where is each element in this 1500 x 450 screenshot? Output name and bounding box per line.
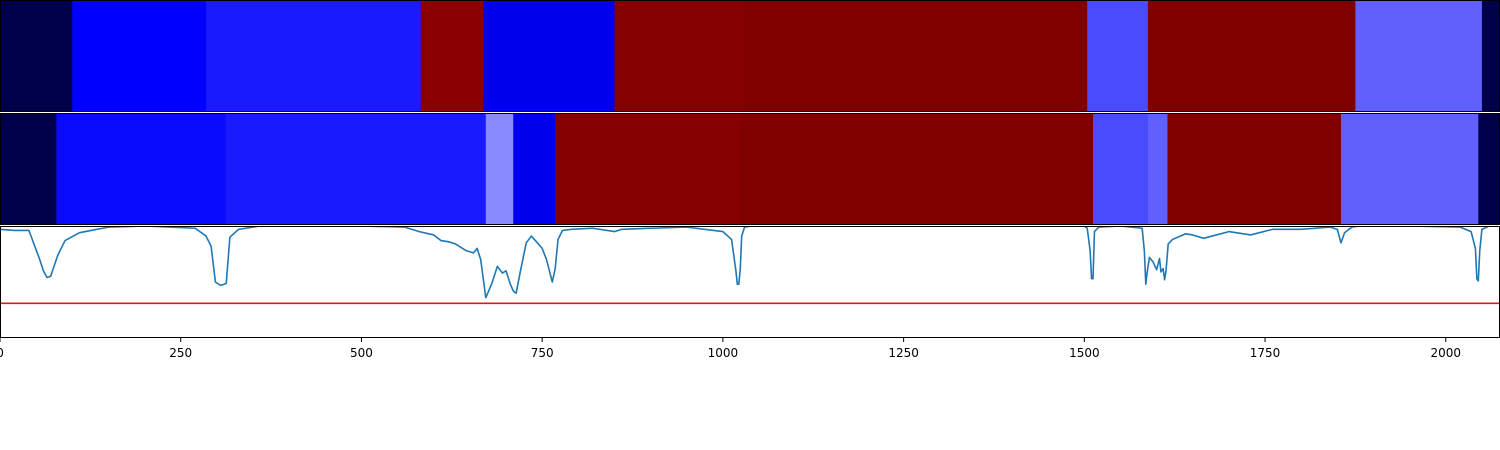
line-panel xyxy=(0,226,1500,338)
heatmap-row-1-segment xyxy=(0,0,73,112)
x-tick-label: 2000 xyxy=(1431,346,1462,360)
heatmap-row-2 xyxy=(0,113,1500,225)
x-tick-label: 750 xyxy=(531,346,554,360)
x-tick-label: 500 xyxy=(350,346,373,360)
heatmap-row-1-segment xyxy=(72,0,207,112)
heatmap-row-1-segment xyxy=(420,0,485,112)
x-tick-label: 0 xyxy=(0,346,4,360)
heatmap-row-2-segment xyxy=(485,113,514,225)
x-tick-label: 250 xyxy=(169,346,192,360)
heatmap-row-2-segment xyxy=(1167,113,1342,225)
heatmap-row-2-segment xyxy=(555,113,742,225)
x-tick-label: 1750 xyxy=(1250,346,1281,360)
heatmap-row-2-segment xyxy=(740,113,1094,225)
heatmap-row-2-segment xyxy=(225,113,487,225)
heatmap-row-2-segment xyxy=(1093,113,1149,225)
heatmap-row-1-segment xyxy=(206,0,422,112)
heatmap-row-2-segment xyxy=(1478,113,1500,225)
x-tick-label: 1000 xyxy=(708,346,739,360)
x-tick-label: 1500 xyxy=(1069,346,1100,360)
heatmap-row-2-segment xyxy=(1340,113,1479,225)
heatmap-row-2-segment xyxy=(513,113,556,225)
heatmap-row-1-segment xyxy=(483,0,616,112)
x-axis: 0 250 500 750 1000 1250 1500 1750 2000 xyxy=(0,338,1461,360)
heatmap-row-2-segment xyxy=(1147,113,1169,225)
heatmap-row-1 xyxy=(0,0,1500,112)
heatmap-row-1-segment xyxy=(1481,0,1500,112)
heatmap-row-1-segment xyxy=(1355,0,1483,112)
line-panel-background xyxy=(0,226,1500,338)
heatmap-row-1-segment xyxy=(1147,0,1357,112)
heatmap-row-2-segment xyxy=(56,113,227,225)
heatmap-row-2-segment xyxy=(0,113,57,225)
x-tick-label: 1250 xyxy=(888,346,919,360)
heatmap-row-1-segment xyxy=(614,0,746,112)
heatmap-row-1-segment xyxy=(1087,0,1149,112)
series-line xyxy=(0,226,1500,299)
heatmap-row-1-segment xyxy=(744,0,1088,112)
